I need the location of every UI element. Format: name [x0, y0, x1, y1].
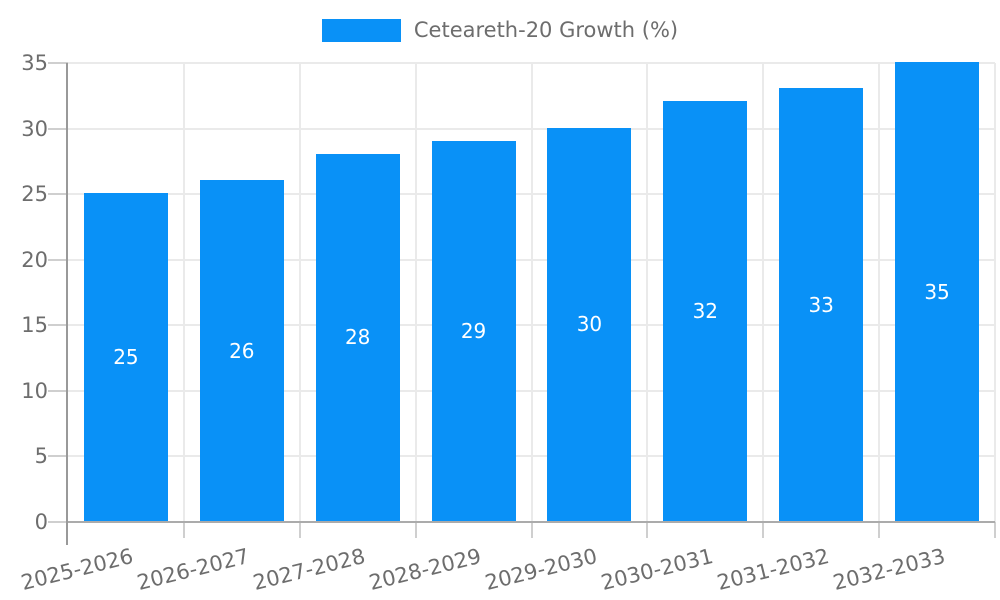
- y-tick-mark: [48, 62, 68, 64]
- bar: [83, 193, 168, 521]
- x-tick-mark: [762, 522, 765, 538]
- y-axis-tick-label: 35: [21, 51, 48, 75]
- y-axis-tick-label: 25: [21, 182, 48, 207]
- y-axis-tick-label: 10: [21, 378, 48, 403]
- bar: [895, 62, 980, 521]
- x-gridline: [182, 63, 185, 522]
- x-tick-mark: [646, 522, 649, 538]
- y-tick-mark: [48, 324, 68, 327]
- bar-value-label: 29: [460, 318, 487, 343]
- x-axis-tick-label: 2030-2031: [598, 543, 716, 595]
- y-tick-mark: [48, 455, 68, 458]
- y-tick-mark: [48, 127, 68, 130]
- bar-value-label: 30: [576, 312, 603, 337]
- x-gridline: [298, 63, 301, 522]
- x-axis-line: [68, 521, 995, 523]
- y-tick-mark: [48, 258, 68, 261]
- bar-value-label: 25: [113, 345, 139, 370]
- x-gridline: [530, 63, 533, 522]
- bar-value-label: 26: [229, 338, 255, 363]
- x-axis-tick-label: 2029-2030: [482, 543, 600, 595]
- x-tick-mark: [414, 522, 417, 538]
- y-axis-tick-label: 15: [21, 313, 48, 338]
- legend-swatch: [321, 18, 401, 42]
- bar-value-label: 35: [924, 279, 950, 304]
- y-tick-mark: [48, 389, 68, 392]
- x-tick-mark: [994, 522, 996, 538]
- y-tick-mark: [48, 193, 68, 196]
- bar-value-label: 32: [692, 299, 719, 324]
- bar: [663, 101, 748, 521]
- x-tick-mark: [530, 522, 533, 538]
- x-gridline: [762, 63, 765, 522]
- x-axis-tick-label: 2031-2032: [714, 543, 832, 595]
- bar: [779, 88, 864, 521]
- bar: [547, 127, 632, 521]
- bar: [199, 180, 284, 521]
- legend-label: Ceteareth-20 Growth (%): [413, 18, 679, 42]
- y-axis-tick-label: 0: [34, 510, 48, 534]
- chart-legend[interactable]: Ceteareth-20 Growth (%): [0, 17, 1000, 43]
- x-gridline: [646, 63, 649, 522]
- x-gridline: [878, 63, 881, 522]
- x-axis-tick-label: 2028-2029: [366, 543, 484, 595]
- y-tick-mark: [48, 521, 68, 523]
- x-axis-tick-label: 2026-2027: [134, 543, 252, 595]
- y-axis-line: [66, 63, 68, 545]
- bar-value-label: 33: [808, 292, 834, 317]
- bar: [315, 153, 400, 521]
- y-axis-tick-label: 30: [21, 116, 48, 141]
- x-tick-mark: [298, 522, 301, 538]
- x-axis-tick-label: 2025-2026: [19, 543, 136, 595]
- x-tick-mark: [878, 522, 881, 538]
- y-axis-tick-label: 20: [21, 247, 48, 272]
- y-axis-tick-label: 5: [34, 444, 48, 469]
- x-tick-mark: [182, 522, 185, 538]
- bar: [431, 140, 516, 521]
- x-axis-tick-label: 2032-2033: [830, 543, 948, 595]
- bar-value-label: 28: [344, 325, 371, 350]
- x-gridline: [994, 63, 996, 522]
- x-gridline: [414, 63, 417, 522]
- x-axis-tick-label: 2027-2028: [250, 543, 368, 595]
